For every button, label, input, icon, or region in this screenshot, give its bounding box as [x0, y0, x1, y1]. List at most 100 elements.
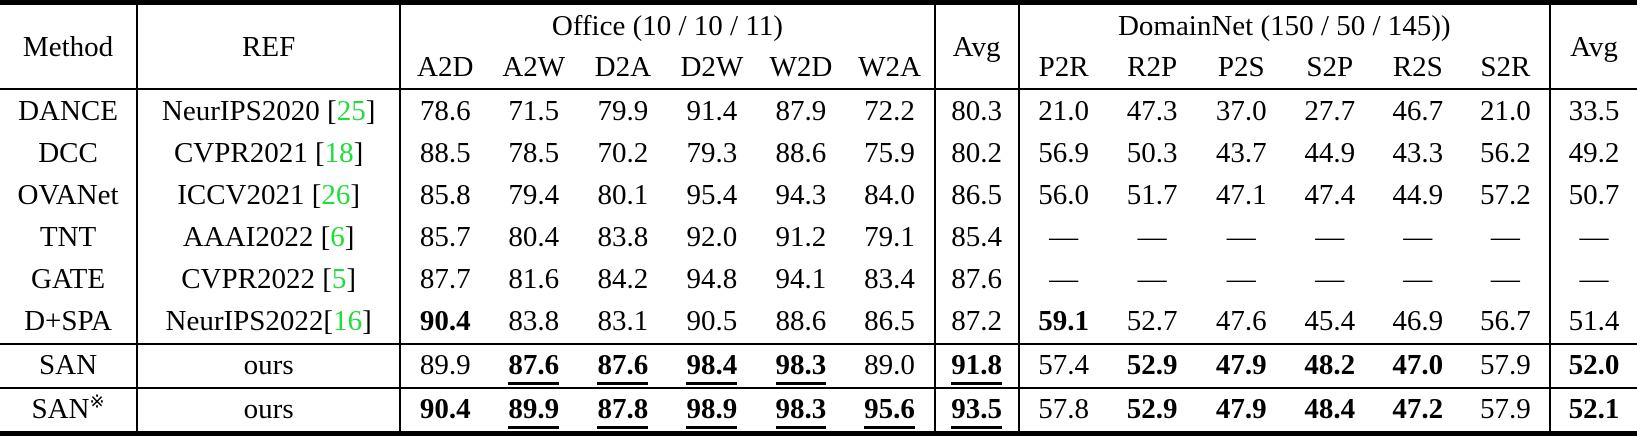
- metric-value: 49.2: [1568, 136, 1620, 169]
- ref-cell: NeurIPS2022[16]: [137, 300, 402, 344]
- metric-value: 87.2: [951, 305, 1002, 338]
- ref-cell: CVPR2021 [18]: [137, 132, 402, 175]
- metric-value: 86.5: [951, 178, 1002, 211]
- metric-value: —: [1403, 220, 1433, 253]
- metric-value: 92.0: [686, 220, 738, 253]
- domainnet-value-cell: 43.3: [1374, 132, 1462, 174]
- office-value-cell: 79.9: [578, 89, 667, 132]
- metric-value: —: [1049, 220, 1079, 253]
- domainnet-avg-cell: —: [1550, 258, 1637, 300]
- office-avg-cell: 87.2: [934, 300, 1020, 344]
- domainnet-value-cell: —: [1374, 216, 1462, 258]
- domainnet-value-cell: 46.9: [1374, 301, 1462, 344]
- metric-value: —: [1490, 262, 1520, 295]
- metric-value: 57.4: [1038, 349, 1089, 382]
- table-row: OVANet ICCV2021 [26] 85.8 79.4 80.1 95.4 94.3 8…: [0, 174, 1637, 217]
- metric-value: 47.4: [1304, 178, 1356, 211]
- citation-number: 6: [330, 220, 345, 253]
- office-value-cell: 91.4: [667, 89, 756, 132]
- domainnet-value-cell: —: [1461, 216, 1551, 259]
- metric-value: 83.8: [597, 220, 649, 253]
- domainnet-value-cell: 56.7: [1461, 300, 1551, 344]
- citation-number: 26: [321, 178, 351, 211]
- office-avg-cell: 93.5: [934, 386, 1020, 434]
- metric-value: 33.5: [1568, 94, 1620, 127]
- metric-value: 91.4: [686, 94, 738, 127]
- metric-value: 93.5: [951, 393, 1002, 430]
- domainnet-value-cell: 37.0: [1197, 89, 1286, 132]
- metric-value: 90.4: [419, 393, 471, 426]
- metric-value: 80.1: [597, 178, 649, 211]
- metric-value: 91.8: [951, 349, 1002, 386]
- domainnet-value-cell: 48.4: [1285, 386, 1374, 434]
- metric-value: —: [1137, 220, 1167, 253]
- office-value-cell: 98.3: [756, 386, 846, 434]
- metric-value: 85.8: [419, 178, 471, 211]
- metric-value: —: [1403, 262, 1433, 295]
- office-value-cell: 88.6: [756, 301, 845, 344]
- office-avg-cell: 87.6: [934, 258, 1020, 301]
- domainnet-value-cell: 56.0: [1019, 174, 1108, 216]
- office-value-cell: 85.7: [400, 216, 489, 258]
- table-header: Method REF Office (10 / 10 / 11) Avg Dom…: [0, 2, 1637, 89]
- domainnet-value-cell: 47.4: [1286, 174, 1374, 216]
- metric-value: 43.7: [1215, 136, 1267, 169]
- office-value-cell: 95.6: [845, 386, 936, 434]
- domainnet-avg-cell: 49.2: [1550, 132, 1637, 174]
- table-row: DANCE NeurIPS2020 [25] 78.6 71.5 79.9 91.4 87.…: [0, 89, 1637, 133]
- metric-value: —: [1226, 262, 1256, 295]
- col-header-r2p: R2P: [1127, 51, 1178, 83]
- domainnet-value-cell: —: [1374, 258, 1462, 300]
- office-value-cell: 94.1: [756, 258, 845, 300]
- office-value-cell: 90.5: [667, 301, 756, 344]
- metric-value: 46.7: [1392, 94, 1444, 127]
- metric-value: 71.5: [508, 94, 560, 127]
- metric-value: 47.2: [1392, 393, 1444, 426]
- metric-value: 79.9: [597, 94, 649, 127]
- col-header-domainnet-avg: Avg: [1570, 30, 1618, 63]
- ref-cell: ours: [137, 386, 402, 434]
- metric-value: 88.6: [775, 305, 827, 338]
- domainnet-value-cell: 57.8: [1018, 386, 1108, 434]
- table-row: GATE CVPR2022 [5] 87.7 81.6 84.2 94.8 94.1 83.4…: [0, 258, 1637, 301]
- ref-cell: ours: [137, 342, 402, 388]
- metric-value: 87.9: [775, 94, 827, 127]
- group-header-domainnet: DomainNet (150 / 50 / 145)): [1018, 2, 1551, 47]
- office-value-cell: 86.5: [845, 300, 936, 344]
- method-cell: D+SPA: [0, 300, 139, 344]
- metric-value: 47.3: [1126, 94, 1178, 127]
- office-avg-cell: 85.4: [934, 216, 1020, 259]
- metric-value: 94.3: [775, 178, 827, 211]
- metric-value: 79.3: [686, 136, 738, 169]
- method-cell: DANCE: [0, 89, 139, 133]
- metric-value: 80.2: [951, 136, 1002, 169]
- metric-value: 87.8: [597, 393, 649, 430]
- metric-value: 94.8: [686, 262, 738, 295]
- metric-value: —: [1226, 220, 1256, 253]
- domainnet-value-cell: 47.6: [1197, 301, 1286, 344]
- method-cell: SAN: [0, 342, 139, 388]
- col-header-w2a: W2A: [845, 47, 936, 89]
- metric-value: —: [1315, 262, 1345, 295]
- office-value-cell: 90.4: [400, 386, 490, 434]
- domainnet-value-cell: —: [1019, 258, 1108, 300]
- office-value-cell: 91.2: [756, 216, 845, 258]
- domainnet-avg-cell: —: [1550, 216, 1637, 258]
- metric-value: 70.2: [597, 136, 649, 169]
- office-value-cell: 83.8: [489, 301, 578, 344]
- office-value-cell: 79.1: [845, 216, 936, 259]
- domainnet-value-cell: 21.0: [1461, 89, 1551, 133]
- domainnet-value-cell: 43.7: [1197, 132, 1286, 174]
- table-row: TNT AAAI2022 [6] 85.7 80.4 83.8 92.0 91.2 79.1 8…: [0, 216, 1637, 259]
- office-value-cell: 87.9: [756, 89, 845, 132]
- domainnet-value-cell: 52.9: [1107, 342, 1197, 388]
- domainnet-value-cell: 47.9: [1196, 342, 1286, 388]
- metric-value: 56.7: [1480, 305, 1531, 338]
- metric-value: 50.3: [1126, 136, 1178, 169]
- metric-value: 37.0: [1215, 94, 1267, 127]
- domainnet-value-cell: —: [1286, 258, 1374, 300]
- metric-value: 78.5: [508, 136, 560, 169]
- office-value-cell: 92.0: [667, 216, 756, 258]
- col-header-office-avg: Avg: [934, 2, 1020, 89]
- method-cell: DCC: [0, 132, 139, 175]
